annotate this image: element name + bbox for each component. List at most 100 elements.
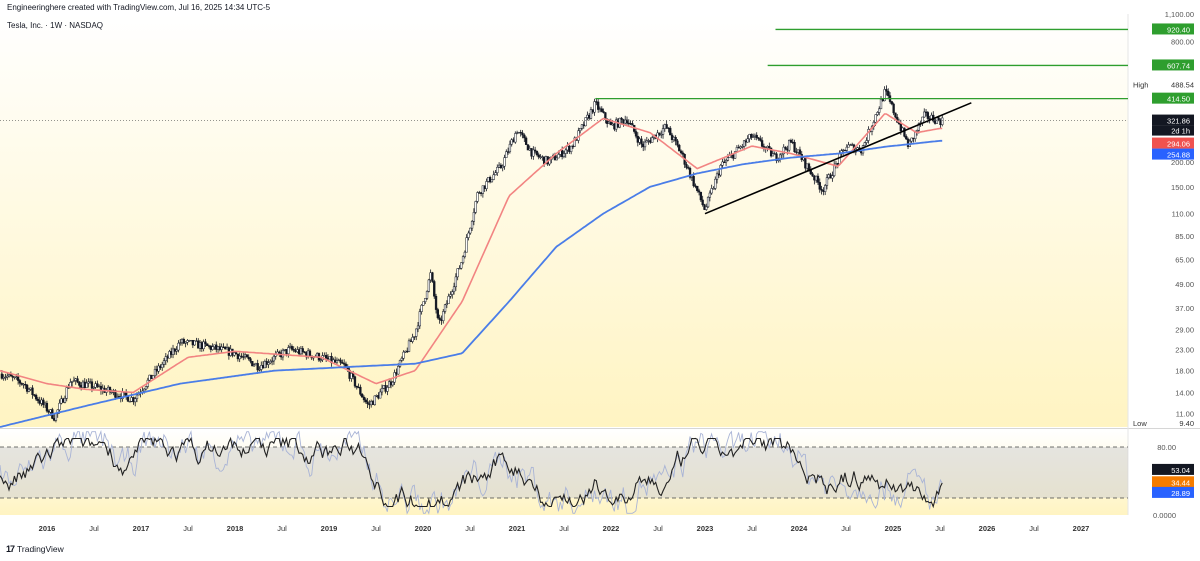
candle-body: [829, 174, 832, 179]
candle-body: [746, 138, 749, 143]
candle-body: [847, 144, 850, 148]
candle-body: [144, 386, 148, 390]
candle-body: [258, 369, 261, 371]
low-label: Low: [1133, 419, 1147, 428]
candle-body: [593, 101, 596, 113]
candle-body: [533, 149, 537, 152]
candle-body: [373, 395, 376, 405]
low-value: 9.40: [1179, 419, 1194, 428]
candle-body: [642, 143, 645, 148]
candle-body: [34, 394, 38, 400]
tradingview-logo[interactable]: 17 TradingView: [6, 544, 64, 554]
candle-body: [465, 237, 468, 253]
candle-body: [220, 346, 223, 350]
candle-body: [29, 387, 32, 390]
candle-body: [923, 111, 926, 118]
candle-body: [521, 132, 524, 136]
candle-body: [70, 381, 74, 383]
candle-body: [775, 153, 778, 161]
candle-body: [613, 123, 616, 130]
candle-body: [85, 382, 88, 388]
candle-body: [452, 286, 456, 292]
ma-slow-line: [0, 139, 943, 428]
candle-body: [413, 336, 416, 338]
candle-body: [469, 227, 472, 234]
candle-body: [114, 390, 117, 398]
candle-body: [815, 175, 818, 181]
candle-body: [910, 137, 913, 142]
candle-body: [706, 196, 710, 208]
candle-body: [42, 399, 45, 406]
candle-body: [78, 381, 81, 386]
candle-body: [676, 140, 679, 146]
candle-body: [110, 391, 113, 393]
candle-body: [251, 360, 254, 367]
candle-body: [701, 199, 704, 205]
candle-body: [397, 366, 400, 375]
candle-body: [447, 295, 450, 304]
candle-body: [649, 140, 652, 143]
candle-body: [2, 377, 5, 379]
candle-body: [188, 340, 191, 342]
candle-body: [288, 346, 292, 348]
candle-body: [222, 346, 225, 348]
candle-body: [645, 140, 648, 143]
time-axis-tick: Jul: [653, 524, 663, 533]
candle-body: [31, 387, 34, 395]
candle-body: [297, 349, 301, 355]
symbol-title[interactable]: Tesla, Inc. · 1W · NASDAQ: [7, 21, 104, 30]
candle-body: [218, 346, 222, 350]
candle-body: [45, 402, 49, 412]
candle-body: [597, 101, 600, 110]
candle-body: [512, 139, 515, 143]
candle-body: [694, 185, 697, 187]
candle-body: [292, 349, 295, 351]
candle-body: [454, 276, 458, 288]
candle-body: [515, 132, 519, 134]
candle-body: [890, 101, 893, 105]
candle-body: [225, 347, 229, 350]
candle-body: [481, 185, 485, 194]
ma-slow-badge-bg: [1152, 148, 1194, 160]
candle-body: [771, 153, 775, 157]
candle-body: [924, 111, 928, 113]
candle-body: [611, 123, 614, 126]
candle-body: [470, 221, 474, 229]
candle-body: [116, 396, 119, 398]
candle-body: [164, 356, 167, 361]
candle-body: [24, 383, 27, 386]
price-pane-background: [0, 14, 1128, 427]
candle-body: [795, 151, 798, 153]
candle-body: [883, 89, 886, 102]
candle-body: [627, 122, 630, 125]
candle-body: [514, 133, 517, 143]
candle-body: [669, 127, 672, 136]
candle-body: [796, 149, 800, 153]
candle-body: [325, 355, 328, 359]
price-axis-tick: 49.00: [1175, 280, 1194, 289]
candle-body: [386, 387, 389, 392]
candle-body: [526, 144, 530, 151]
candle-body: [510, 139, 513, 145]
candle-body: [472, 212, 476, 222]
target-level-badge-bg: [1152, 92, 1194, 104]
candle-body: [584, 117, 587, 127]
candle-body: [269, 361, 272, 364]
candle-body: [474, 201, 477, 213]
candle-body: [643, 141, 647, 148]
time-axis-tick: Jul: [841, 524, 851, 533]
candle-body: [81, 381, 85, 388]
candle-body: [74, 378, 77, 381]
candle-body: [742, 140, 746, 147]
candle-body: [696, 185, 699, 191]
candle-body: [58, 402, 61, 411]
candle-body: [933, 120, 937, 124]
candle-body: [838, 153, 841, 165]
candle-body: [674, 137, 677, 142]
candle-body: [6, 375, 9, 378]
candle-body: [811, 173, 814, 177]
candle-body: [328, 356, 331, 360]
candle-body: [402, 351, 405, 359]
candle-body: [519, 132, 522, 134]
